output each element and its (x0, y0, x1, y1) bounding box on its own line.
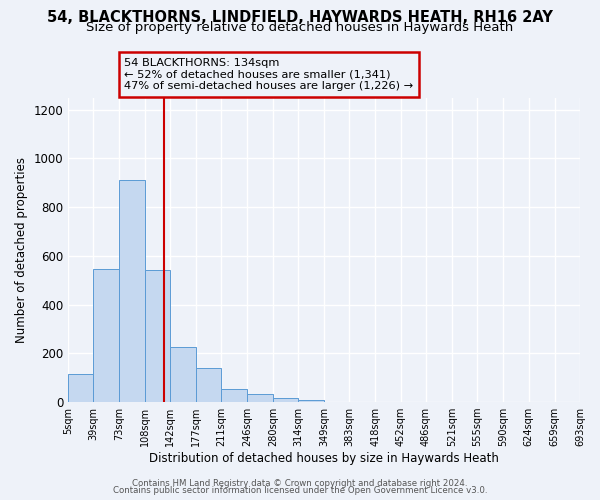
Text: Contains public sector information licensed under the Open Government Licence v3: Contains public sector information licen… (113, 486, 487, 495)
Bar (68, 374, 94, 402)
X-axis label: Distribution of detached houses by size in Haywards Heath: Distribution of detached houses by size … (149, 452, 499, 465)
Y-axis label: Number of detached properties: Number of detached properties (15, 157, 28, 343)
Bar (170, 348, 196, 402)
Text: 54, BLACKTHORNS, LINDFIELD, HAYWARDS HEATH, RH16 2AY: 54, BLACKTHORNS, LINDFIELD, HAYWARDS HEA… (47, 10, 553, 25)
Bar (119, 180, 145, 402)
Bar (94, 268, 119, 402)
Bar (273, 398, 298, 402)
Text: Contains HM Land Registry data © Crown copyright and database right 2024.: Contains HM Land Registry data © Crown c… (132, 478, 468, 488)
Text: 54 BLACKTHORNS: 134sqm
← 52% of detached houses are smaller (1,341)
47% of semi-: 54 BLACKTHORNS: 134sqm ← 52% of detached… (124, 58, 413, 91)
Bar (221, 388, 247, 402)
Bar (196, 368, 221, 402)
Text: Size of property relative to detached houses in Haywards Heath: Size of property relative to detached ho… (86, 21, 514, 34)
Bar (145, 270, 170, 402)
Bar (298, 400, 324, 402)
Bar (247, 394, 273, 402)
